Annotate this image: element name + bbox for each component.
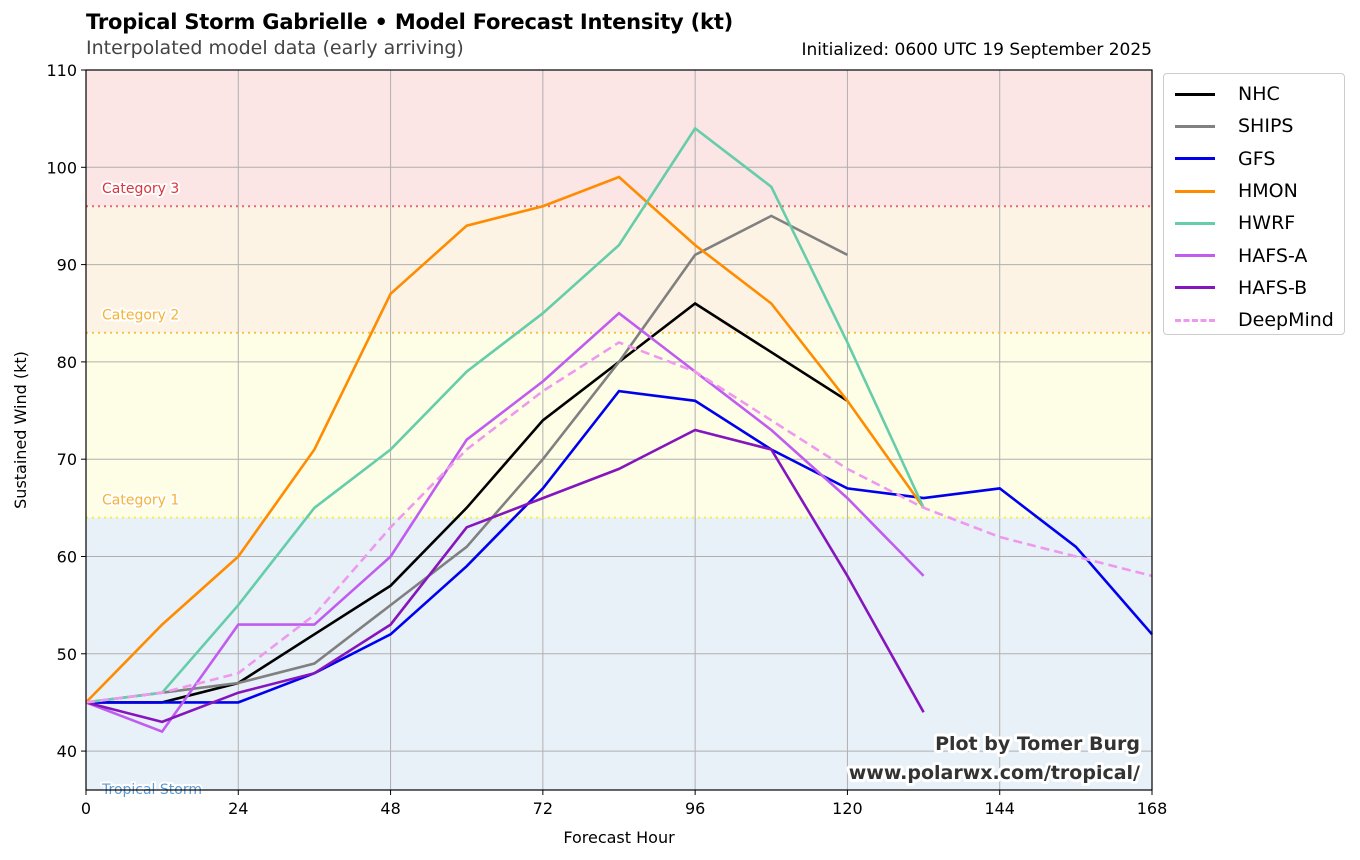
series-line-ships: [85, 214, 848, 704]
series-line-hafs-a: [85, 311, 925, 734]
x-tick-label: 72: [533, 799, 553, 818]
x-tick-label: 168: [1137, 799, 1168, 818]
legend-label: NHC: [1238, 83, 1280, 106]
legend-label: SHIPS: [1238, 115, 1294, 138]
plot-frame: [85, 69, 1153, 791]
series-line-hmon: [85, 175, 925, 704]
x-tick-label: 24: [228, 799, 248, 818]
series-line-hwrf: [85, 126, 925, 704]
credit-author: Plot by Tomer Burg: [935, 733, 1140, 755]
legend-swatch: [1175, 189, 1215, 193]
series-line-gfs: [86, 389, 1153, 704]
legend-item-hwrf: HWRF: [1164, 207, 1344, 239]
x-tick-label: 96: [685, 799, 705, 818]
category-label: Category 1: [102, 493, 179, 509]
intensity-band: [86, 70, 1152, 207]
legend-item-hafs-b: HAFS-B: [1164, 272, 1344, 304]
legend-label: HMON: [1238, 180, 1298, 203]
legend-item-deepmind: DeepMind: [1164, 304, 1344, 336]
legend-label: HAFS-A: [1238, 244, 1308, 267]
legend-swatch: [1175, 286, 1215, 290]
x-tick-label: 144: [984, 799, 1015, 818]
series-line-hafs-b: [85, 428, 925, 724]
category-label: Category 2: [102, 308, 179, 324]
legend: NHC SHIPS GFS HMON HWRF HAFS-A HAFS-B DeepMind: [1163, 73, 1345, 335]
legend-swatch: [1175, 221, 1215, 225]
legend-swatch: [1175, 157, 1215, 161]
legend-item-gfs: GFS: [1164, 143, 1344, 175]
y-tick-label: 70: [57, 450, 77, 469]
y-tick-label: 90: [57, 256, 77, 275]
legend-swatch: [1175, 318, 1215, 322]
legend-swatch: [1175, 124, 1215, 128]
x-tick-label: 120: [832, 799, 863, 818]
category-label: Category 3: [102, 181, 179, 197]
x-tick-label: 48: [380, 799, 400, 818]
legend-label: HAFS-B: [1238, 276, 1308, 299]
legend-item-nhc: NHC: [1164, 78, 1344, 110]
legend-item-hafs-a: HAFS-A: [1164, 239, 1344, 271]
y-tick-label: 110: [46, 61, 77, 80]
legend-item-hmon: HMON: [1164, 175, 1344, 207]
y-axis-label: Sustained Wind (kt): [11, 351, 30, 509]
series-line-nhc: [86, 301, 849, 704]
credit-url: www.polarwx.com/tropical/: [849, 762, 1140, 784]
legend-item-ships: SHIPS: [1164, 110, 1344, 142]
x-axis-label: Forecast Hour: [563, 828, 675, 847]
y-tick-label: 40: [57, 742, 77, 761]
legend-label: HWRF: [1238, 212, 1296, 235]
y-tick-label: 100: [46, 158, 77, 177]
legend-swatch: [1175, 254, 1215, 258]
legend-label: DeepMind: [1238, 309, 1334, 332]
x-tick-label: 0: [81, 799, 91, 818]
initialization-time: Initialized: 0600 UTC 19 September 2025: [801, 40, 1152, 60]
legend-label: GFS: [1238, 147, 1276, 170]
y-tick-label: 80: [57, 353, 77, 372]
chart-title: Tropical Storm Gabrielle • Model Forecas…: [86, 10, 734, 34]
y-tick-label: 50: [57, 645, 77, 664]
legend-swatch: [1175, 92, 1215, 96]
chart-subtitle: Interpolated model data (early arriving): [86, 37, 464, 59]
y-tick-label: 60: [57, 547, 77, 566]
series-line-deepmind: [85, 340, 1153, 704]
